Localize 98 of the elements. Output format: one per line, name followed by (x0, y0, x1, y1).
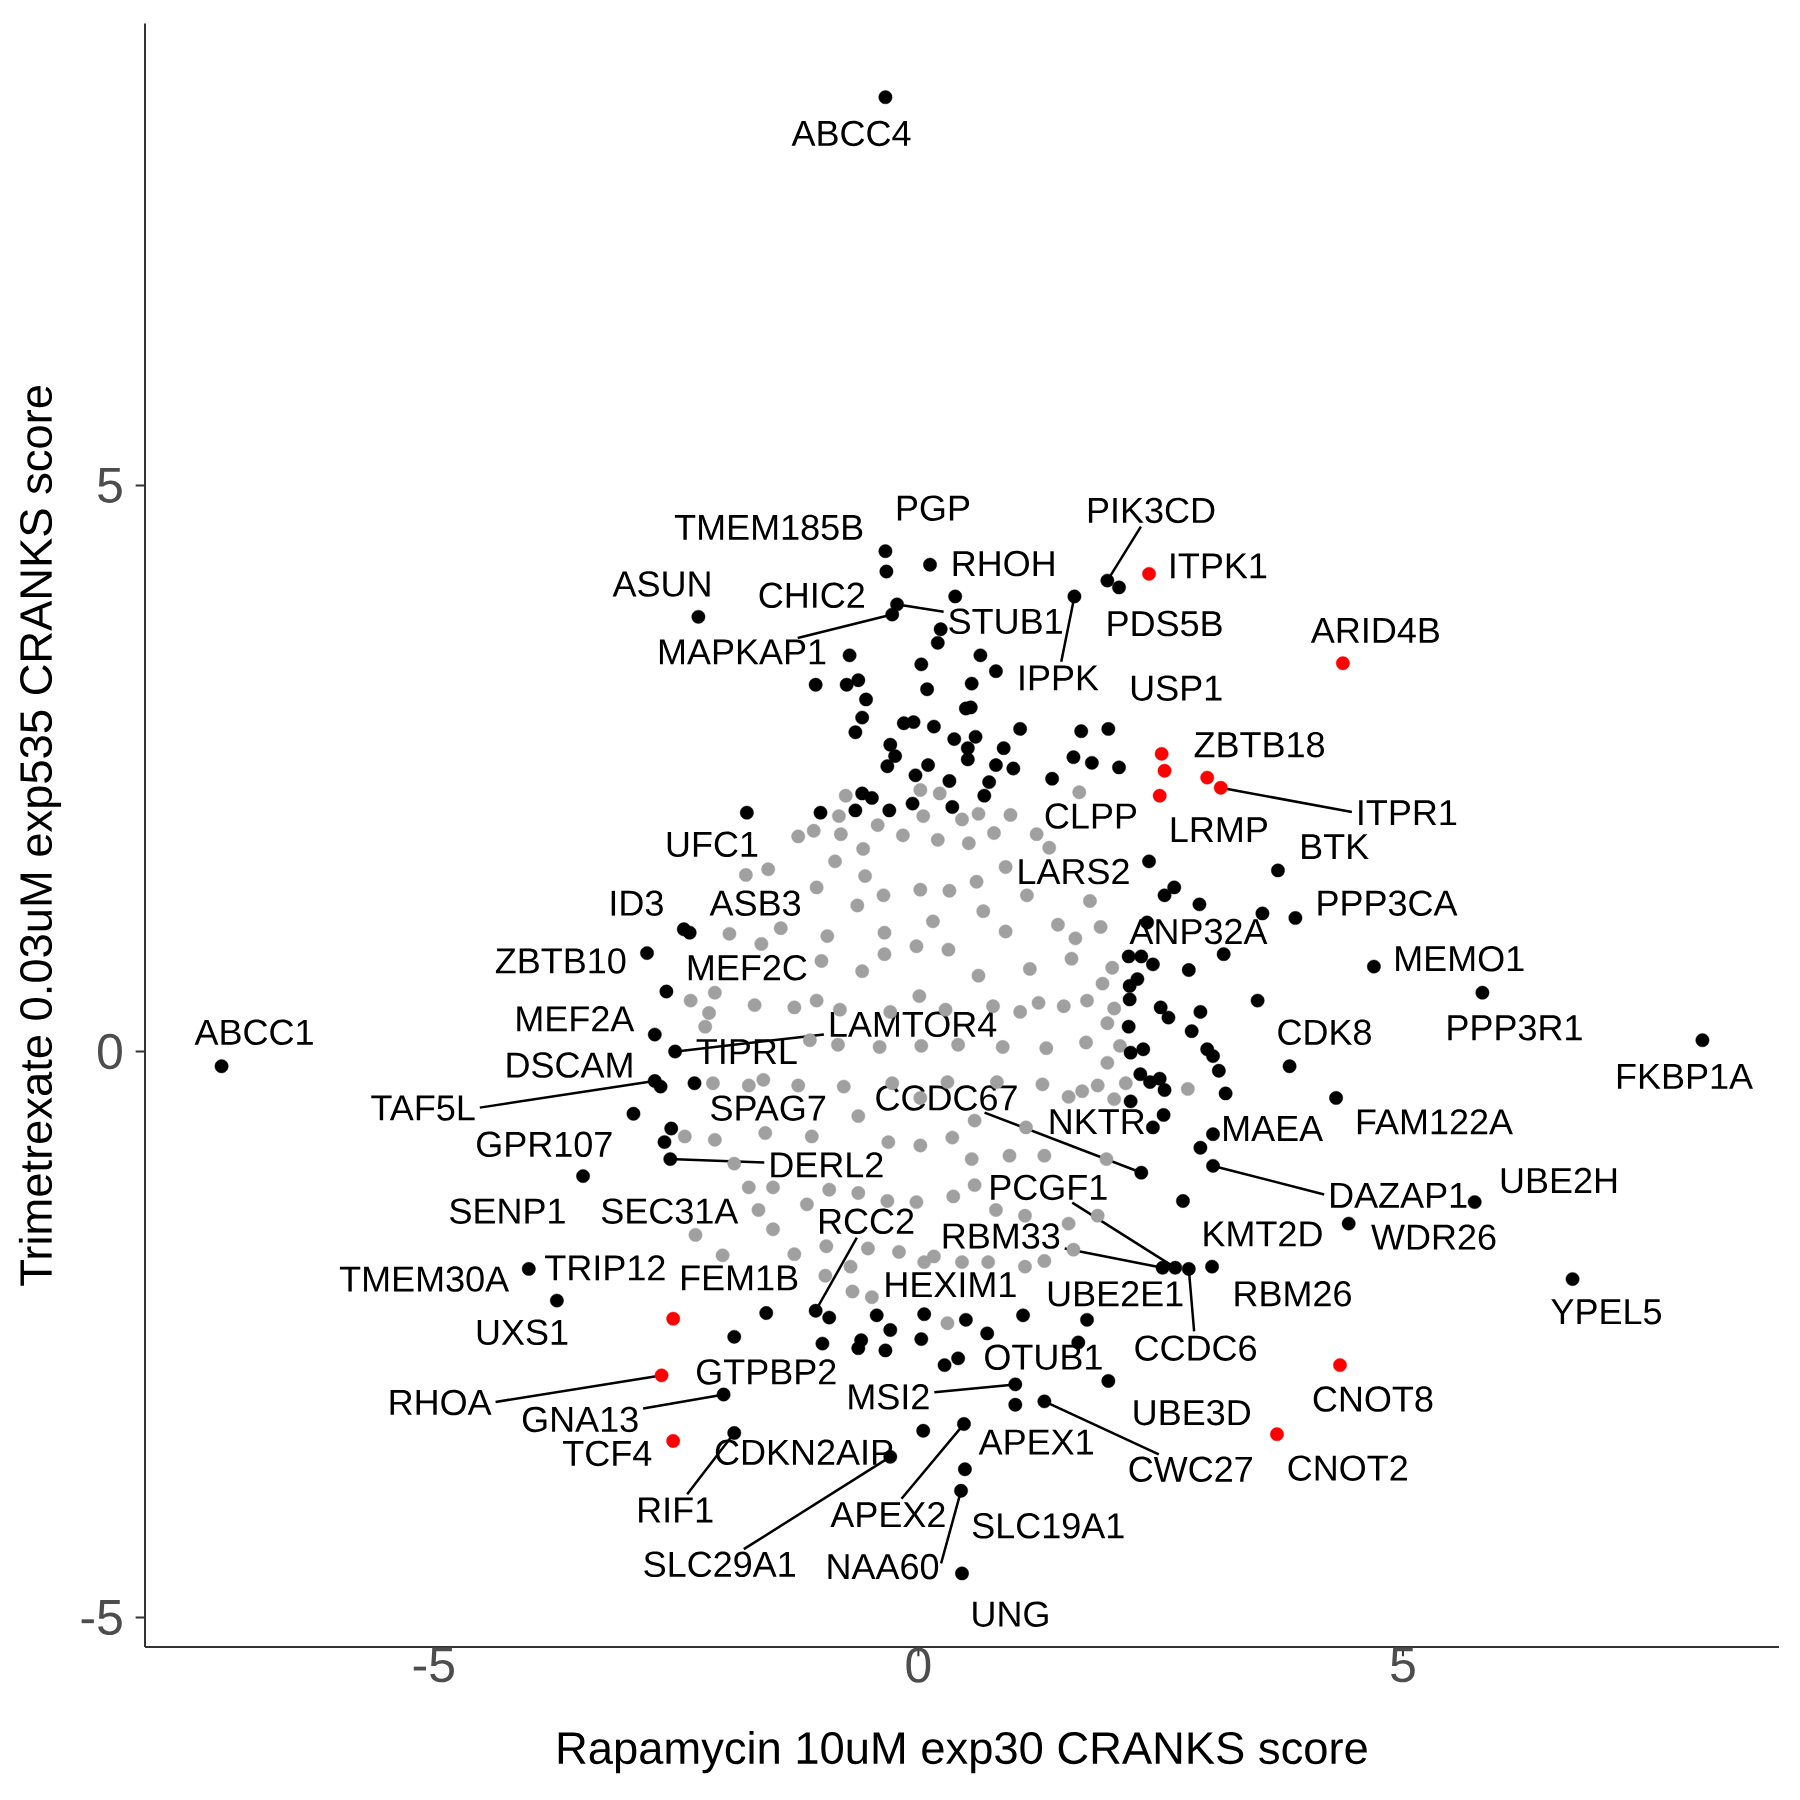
annotation: USP1 (1131, 675, 1222, 701)
annotation: MEF2A (517, 1006, 635, 1032)
annotation: ASB3 (709, 890, 801, 916)
annotation: ASUN (612, 571, 710, 597)
annotation: ID3 (611, 890, 663, 916)
annotation: BTK (1302, 834, 1369, 860)
annotation: CNOT8 (1313, 1386, 1433, 1412)
annotation: PIK3CD (1088, 497, 1215, 524)
annotation: MEF2C (688, 955, 807, 981)
point (1213, 780, 1228, 795)
annotation: CNOT2 (1288, 1455, 1407, 1481)
point (654, 1368, 669, 1383)
annotation: KMT2D (1204, 1221, 1322, 1247)
annotation: SPAG7 (711, 1095, 826, 1121)
point (1200, 770, 1215, 785)
y-tick-label: 0 (98, 1033, 122, 1070)
annotation: CCDC6 (1135, 1335, 1256, 1361)
annotation: NAA60 (828, 1553, 939, 1580)
annotation: UBE3D (1134, 1399, 1251, 1426)
annotation: ZBTB10 (495, 948, 626, 974)
x-tick-label: 5 (1391, 1647, 1415, 1683)
annotation: HEXIM1 (886, 1272, 1016, 1298)
annotation: LARS2 (1019, 858, 1129, 885)
annotation: WDR26 (1371, 1224, 1496, 1250)
y-axis-title: Trimetrexate 0.03uM exp535 CRANKS score (18, 386, 62, 1286)
annotation: MAEA (1224, 1116, 1324, 1141)
point (666, 1434, 681, 1448)
x-tick-label: 0 (906, 1647, 931, 1683)
y-tick-label: 5 (98, 468, 122, 503)
annotation: GTPBP2 (697, 1359, 836, 1385)
point (1333, 1358, 1347, 1372)
annotation: YPEL5 (1551, 1299, 1662, 1325)
annotation: APEX1 (978, 1429, 1093, 1455)
annotation: ABCC4 (791, 120, 911, 147)
annotation: GNA13 (522, 1406, 638, 1433)
annotation: GPR107 (477, 1131, 612, 1158)
annotation: RCC2 (820, 1208, 914, 1235)
annotation: SLC19A1 (972, 1513, 1124, 1539)
annotation: ZBTB18 (1194, 731, 1324, 758)
annotation: CLPP (1045, 803, 1137, 829)
annotation: FEM1B (682, 1265, 798, 1291)
annotation: OTUB1 (985, 1344, 1102, 1370)
annotation: CCDC67 (876, 1085, 1017, 1111)
annotation: CHIC2 (759, 582, 864, 609)
annotation: RBM26 (1235, 1281, 1351, 1307)
annotation: ABCC1 (194, 1019, 313, 1046)
annotation: UBE2H (1501, 1167, 1617, 1194)
annotation: PGP (897, 495, 970, 521)
annotation: SENP1 (450, 1198, 565, 1224)
annotation: PPP3CA (1318, 890, 1458, 916)
point (1152, 788, 1167, 803)
annotation: ANP32A (1129, 918, 1268, 945)
annotation: DAZAP1 (1331, 1182, 1467, 1208)
annotation: RBM33 (943, 1223, 1060, 1249)
annotation: RHOH (953, 550, 1054, 577)
annotation: CDK8 (1278, 1019, 1371, 1046)
annotation: TAF5L (371, 1095, 475, 1121)
y-tick-label: -5 (81, 1600, 122, 1635)
annotation: PCGF1 (991, 1174, 1107, 1201)
annotation: TMEM30A (339, 1266, 510, 1292)
annotation: ITPK1 (1171, 553, 1267, 579)
annotation: UNG (973, 1601, 1048, 1627)
annotation: ARID4B (1310, 618, 1439, 643)
point (1270, 1427, 1284, 1442)
x-tick-label: -5 (413, 1647, 454, 1683)
annotation: ITPR1 (1359, 800, 1457, 826)
annotation: STUB1 (949, 608, 1062, 635)
point (1154, 746, 1169, 761)
annotation: SLC29A1 (644, 1551, 796, 1578)
annotation: MSI2 (849, 1384, 929, 1410)
annotation: DERL2 (771, 1152, 883, 1178)
annotation: IPPK (1020, 665, 1099, 691)
annotation: PDS5B (1108, 610, 1222, 637)
annotation: TRIP12 (545, 1255, 665, 1281)
annotation: UBE2E1 (1048, 1281, 1183, 1307)
annotation: MEMO1 (1396, 945, 1524, 972)
annotation: APEX2 (830, 1501, 945, 1528)
annotation: LAMTOR4 (830, 1011, 997, 1038)
point (666, 1311, 681, 1326)
annotation: LRMP (1171, 817, 1267, 843)
annotation: UXS1 (477, 1319, 568, 1346)
annotation: NKTR (1050, 1109, 1145, 1135)
annotation: FAM122A (1357, 1109, 1513, 1135)
annotation: SEC31A (601, 1198, 739, 1224)
annotation: UFC1 (667, 831, 758, 858)
annotation: RHOA (390, 1389, 492, 1416)
point (1142, 566, 1156, 581)
annotation: PPP3R1 (1448, 1015, 1582, 1041)
annotation: TMEM185B (674, 514, 863, 541)
annotation: DSCAM (507, 1052, 632, 1078)
x-axis-title: Rapamycin 10uM exp30 CRANKS score (558, 1730, 1367, 1774)
annotation: RIF1 (639, 1497, 713, 1523)
annotation: CWC27 (1129, 1456, 1252, 1483)
annotation: TCF4 (563, 1440, 652, 1467)
annotation: MAPKAP1 (659, 639, 826, 665)
annotation: FKBP1A (1617, 1064, 1753, 1089)
point (1157, 763, 1172, 778)
point (1336, 656, 1350, 671)
